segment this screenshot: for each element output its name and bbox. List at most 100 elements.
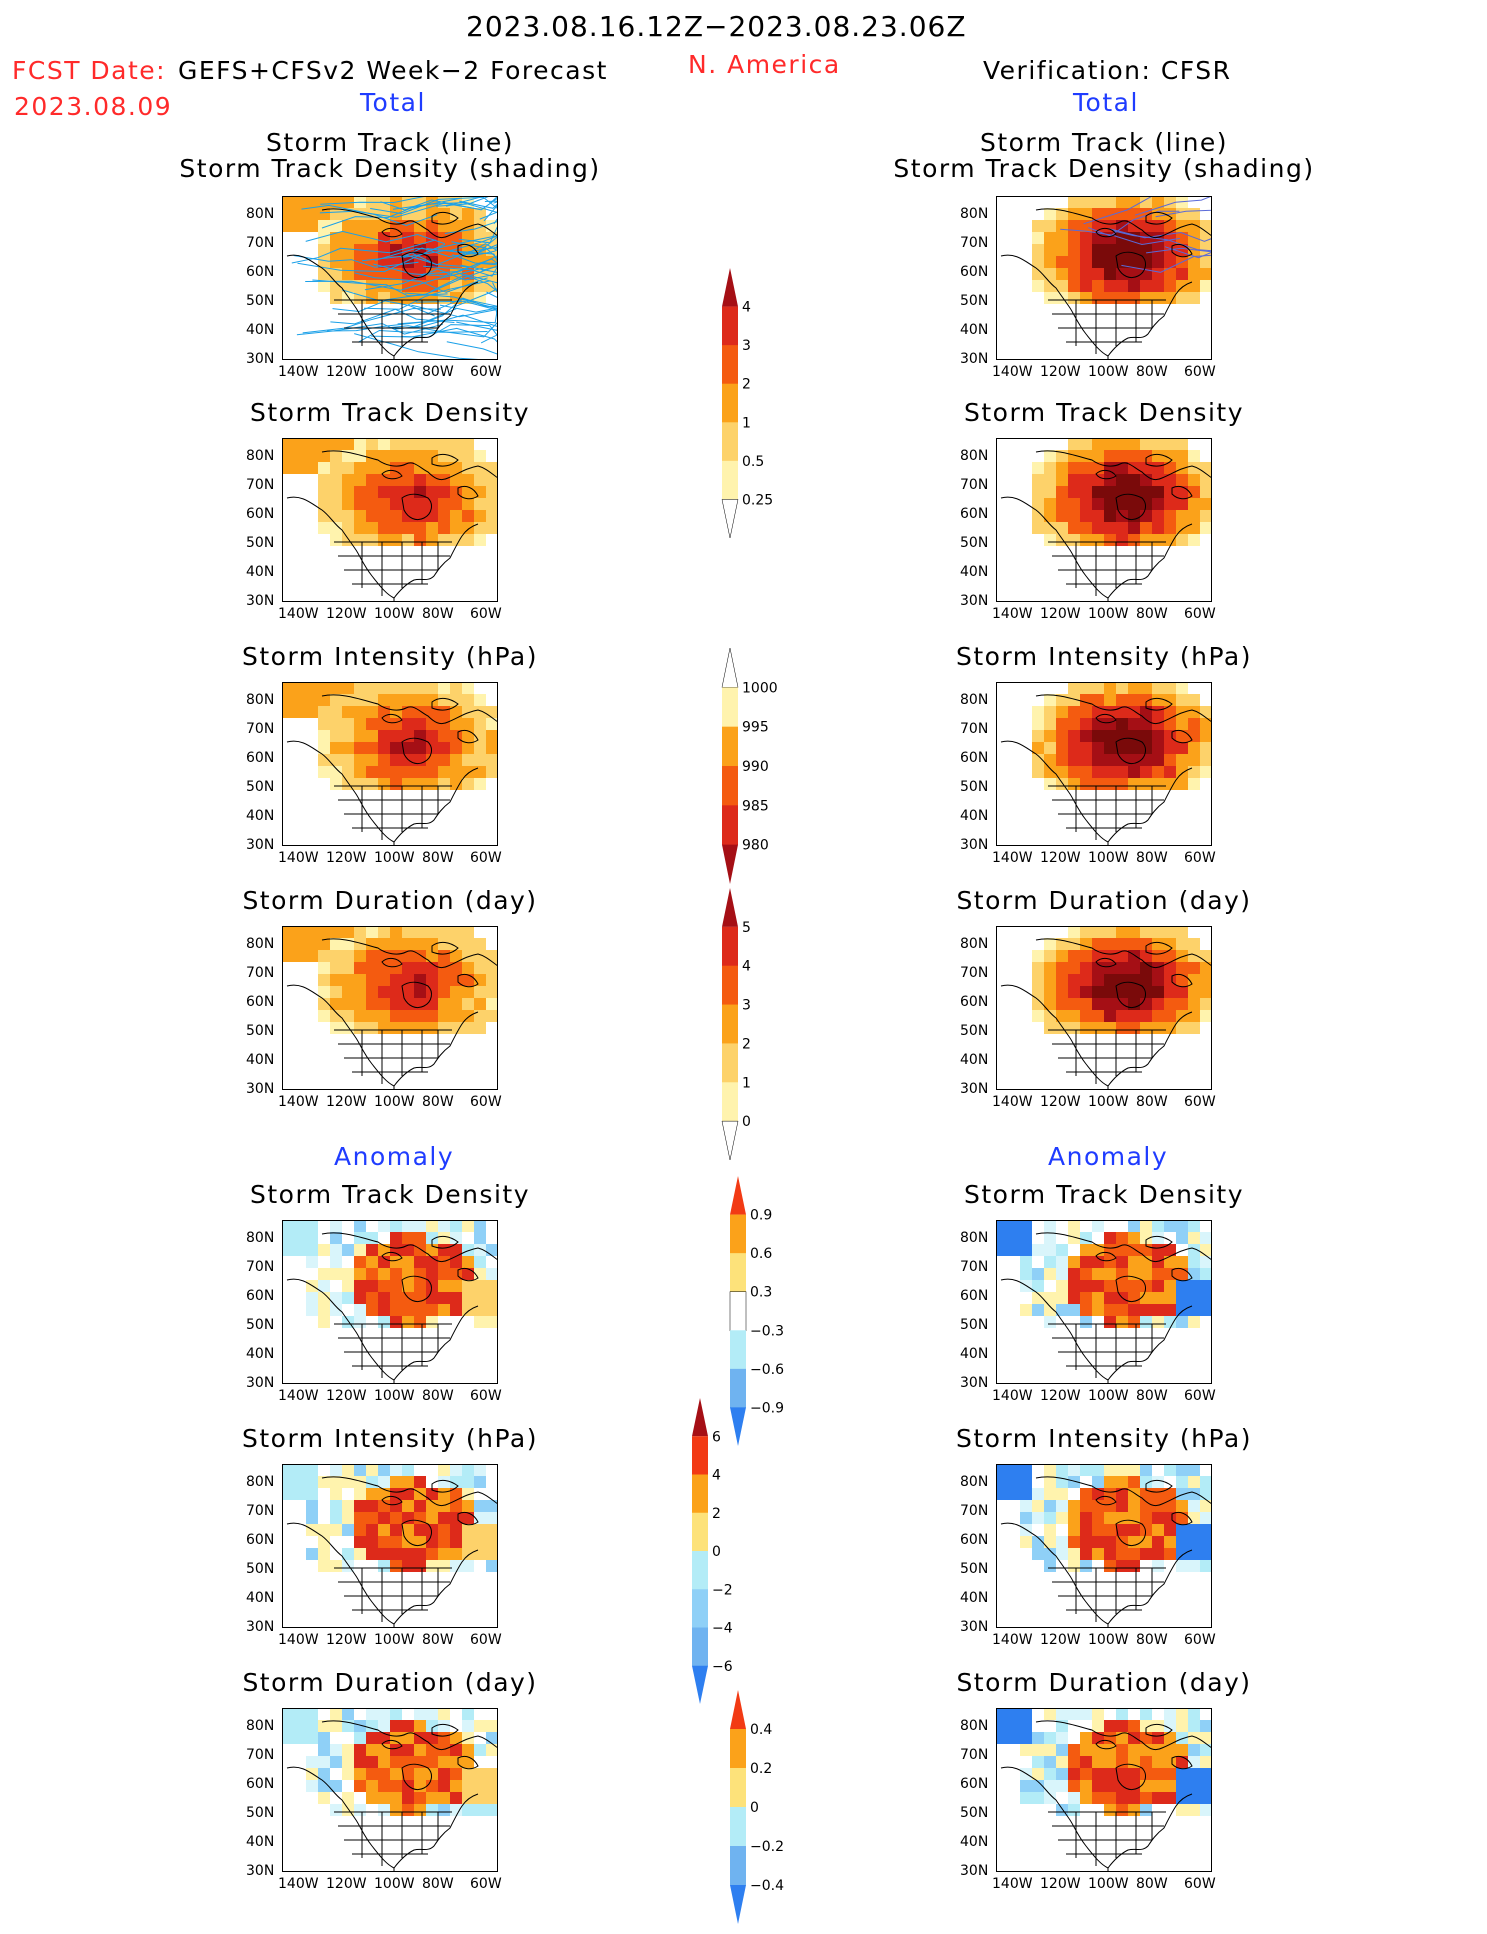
- storm-track: [302, 307, 441, 334]
- shading-cell: [438, 1720, 450, 1732]
- shading-cell: [438, 1256, 450, 1268]
- shading-cell: [1188, 474, 1200, 486]
- shading-cell: [1200, 742, 1212, 754]
- shading-cell: [1176, 926, 1188, 938]
- shading-cell: [354, 938, 366, 950]
- shading-cell: [450, 778, 462, 790]
- shading-cell: [1116, 1804, 1128, 1816]
- shading-cell: [426, 778, 438, 790]
- border-line: [457, 243, 479, 258]
- map-shading: [282, 1220, 498, 1328]
- shading-cell: [1080, 718, 1092, 730]
- shading-cell: [318, 1280, 330, 1292]
- shading-cell: [1176, 730, 1188, 742]
- lon-tick-label: 60W: [470, 364, 502, 380]
- lat-tick-label: 40N: [960, 1590, 989, 1606]
- shading-cell: [1152, 986, 1164, 998]
- lon-tick-label: 100W: [1088, 1388, 1129, 1404]
- shading-cell: [486, 718, 498, 730]
- shading-cell: [378, 694, 390, 706]
- lat-tick-label: 40N: [960, 1346, 989, 1362]
- shading-cell: [330, 766, 342, 778]
- shading-cell: [1188, 268, 1200, 280]
- region-label: N. America: [688, 50, 841, 79]
- colorbar-anom-duration: 0.40.20−0.2−0.4: [730, 1690, 784, 1924]
- shading-cell: [1068, 474, 1080, 486]
- shading-cell: [1152, 1268, 1164, 1280]
- shading-cell: [390, 1292, 402, 1304]
- shading-cell: [1068, 208, 1080, 220]
- shading-cell: [306, 1476, 318, 1488]
- shading-cell: [378, 534, 390, 546]
- shading-cell: [1164, 462, 1176, 474]
- verification-label: Verification: CFSR: [983, 56, 1232, 85]
- shading-cell: [378, 1512, 390, 1524]
- colorbar-swatch: [730, 1768, 746, 1808]
- shading-cell: [1176, 1304, 1188, 1316]
- lat-tick-label: 70N: [246, 1259, 275, 1275]
- shading-cell: [1152, 766, 1164, 778]
- shading-cell: [378, 292, 390, 304]
- shading-cell: [1068, 926, 1080, 938]
- shading-cell: [1032, 974, 1044, 986]
- shading-cell: [1104, 778, 1116, 790]
- shading-cell: [318, 742, 330, 754]
- shading-cell: [1152, 1512, 1164, 1524]
- colorbar-label: 4: [712, 1468, 721, 1484]
- shading-cell: [1044, 1732, 1056, 1744]
- shading-cell: [1128, 754, 1140, 766]
- storm-track: [415, 296, 498, 311]
- storm-map: [282, 1708, 498, 1872]
- lat-tick-label: 40N: [960, 564, 989, 580]
- shading-cell: [1188, 1304, 1200, 1316]
- shading-cell: [1080, 1732, 1092, 1744]
- lat-tick-label: 60N: [960, 1532, 989, 1548]
- coastline: [286, 1720, 498, 1872]
- shading-cell: [1080, 1524, 1092, 1536]
- shading-cell: [1116, 1548, 1128, 1560]
- shading-cell: [426, 1768, 438, 1780]
- shading-cell: [306, 1304, 318, 1316]
- shading-cell: [450, 534, 462, 546]
- shading-cell: [306, 1732, 318, 1744]
- lat-tick-label: 40N: [246, 1834, 275, 1850]
- storm-track: [354, 333, 486, 360]
- shading-cell: [1032, 1792, 1044, 1804]
- shading-cell: [378, 1548, 390, 1560]
- shading-cell: [474, 256, 486, 268]
- shading-cell: [450, 1256, 462, 1268]
- shading-cell: [1068, 682, 1080, 694]
- shading-cell: [342, 706, 354, 718]
- shading-cell: [1044, 1022, 1056, 1034]
- lat-tick-label: 70N: [960, 1747, 989, 1763]
- lat-tick-label: 70N: [960, 721, 989, 737]
- panel-title: Storm Track Density: [963, 398, 1244, 427]
- shading-cell: [1080, 1022, 1092, 1034]
- shading-cell: [354, 1512, 366, 1524]
- shading-cell: [450, 510, 462, 522]
- shading-cell: [1104, 998, 1116, 1010]
- border-line: [401, 981, 432, 1009]
- storm-track: [413, 297, 498, 328]
- storm-track: [460, 262, 498, 274]
- shading-cell: [426, 534, 438, 546]
- shading-cell: [1044, 292, 1056, 304]
- shading-cell: [1092, 754, 1104, 766]
- shading-cell: [1140, 1304, 1152, 1316]
- lon-tick-label: 100W: [374, 606, 415, 622]
- shading-cell: [1164, 1488, 1176, 1500]
- shading-cell: [414, 718, 426, 730]
- shading-cell: [1188, 1476, 1200, 1488]
- shading-cell: [1152, 256, 1164, 268]
- shading-cell: [462, 498, 474, 510]
- shading-cell: [1164, 510, 1176, 522]
- shading-cell: [450, 1744, 462, 1756]
- lat-tick-label: 70N: [960, 1259, 989, 1275]
- shading-cell: [390, 1256, 402, 1268]
- map-shading: [996, 1220, 1212, 1328]
- shading-cell: [282, 706, 294, 718]
- shading-cell: [1020, 1780, 1032, 1792]
- shading-cell: [1188, 522, 1200, 534]
- shading-cell: [450, 694, 462, 706]
